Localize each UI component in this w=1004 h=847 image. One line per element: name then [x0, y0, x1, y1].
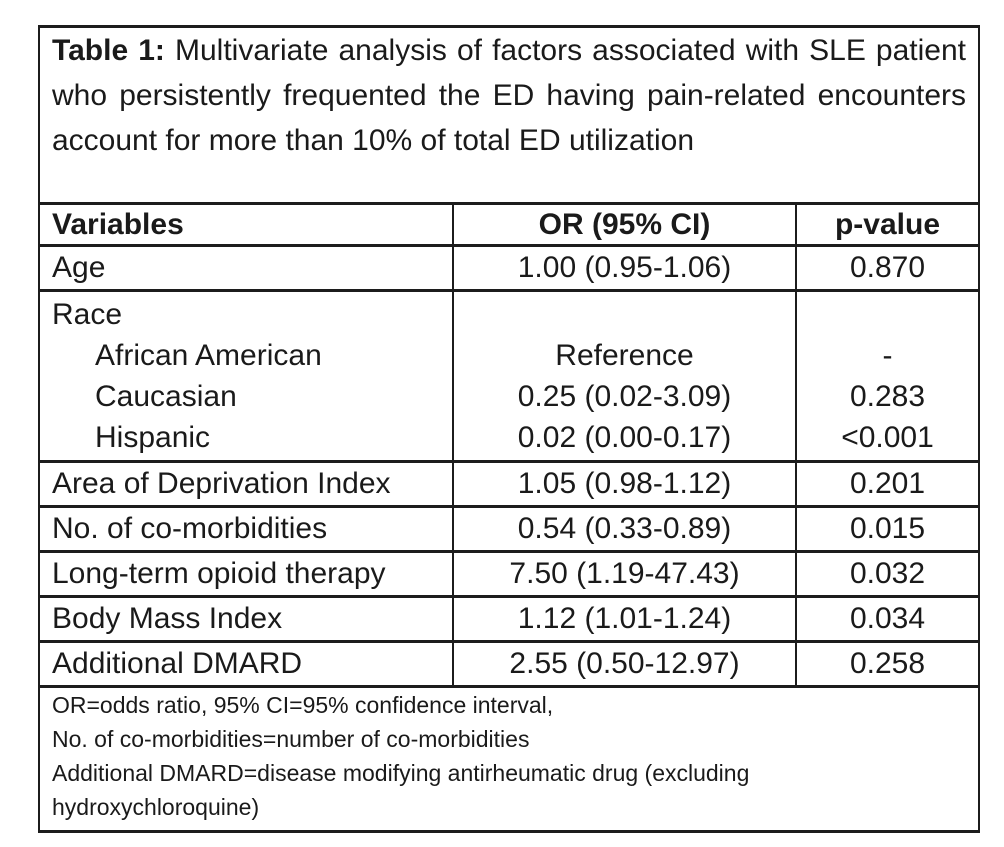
cell-or-ci: 1.12 (1.01-1.24): [452, 595, 797, 643]
table-row-opioid-therapy: Long-term opioid therapy 7.50 (1.19-47.4…: [38, 550, 981, 598]
multivariate-analysis-table: Table 1: Multivariate analysis of factor…: [37, 25, 981, 833]
table-row-bmi: Body Mass Index 1.12 (1.01-1.24) 0.034: [38, 595, 981, 643]
cell-variable: Long-term opioid therapy: [38, 550, 454, 598]
cell-or-ci: 2.55 (0.50-12.97): [452, 640, 797, 688]
table-title-text: Multivariate analysis of factors associa…: [52, 34, 967, 157]
table-title-label: Table 1:: [52, 34, 165, 67]
column-header-variables: Variables: [38, 202, 454, 247]
footnote-line: Additional DMARD=disease modifying antir…: [52, 760, 750, 820]
cell-p-value: 0.034: [794, 595, 981, 643]
table-header-row: Variables OR (95% CI) p-value: [38, 202, 981, 247]
race-p-value: 0.283: [849, 380, 926, 413]
race-p-value: <0.001: [841, 421, 934, 454]
cell-variable: No. of co-morbidities: [38, 505, 454, 553]
cell-p-value: 0.870: [794, 244, 981, 292]
column-header-or-ci: OR (95% CI): [452, 202, 797, 247]
table-row-dmard: Additional DMARD 2.55 (0.50-12.97) 0.258: [38, 640, 981, 688]
footnote-line: OR=odds ratio, 95% CI=95% confidence int…: [52, 692, 554, 718]
cell-p-value: 0.258: [794, 640, 981, 688]
cell-variable: Age: [38, 244, 454, 292]
column-header-p-value: p-value: [794, 202, 981, 247]
cell-or-ci: 1.00 (0.95-1.06): [452, 244, 797, 292]
cell-variable: Area of Deprivation Index: [38, 460, 454, 508]
cell-or-ci: Reference 0.25 (0.02-3.09) 0.02 (0.00-0.…: [452, 289, 797, 463]
cell-variable: Race African American Caucasian Hispanic: [38, 289, 454, 463]
cell-variable: Additional DMARD: [38, 640, 454, 688]
race-item-label: African American: [95, 339, 322, 372]
cell-p-value: 0.032: [794, 550, 981, 598]
cell-p-value: 0.015: [794, 505, 981, 553]
cell-or-ci: 0.54 (0.33-0.89): [452, 505, 797, 553]
cell-p-value: 0.201: [794, 460, 981, 508]
table-footnotes: OR=odds ratio, 95% CI=95% confidence int…: [37, 685, 981, 833]
table-title-row: Table 1: Multivariate analysis of factor…: [37, 25, 981, 205]
table-footnote-row: OR=odds ratio, 95% CI=95% confidence int…: [37, 685, 981, 833]
table-row-comorbidities: No. of co-morbidities 0.54 (0.33-0.89) 0…: [38, 505, 981, 553]
race-group-label: Race: [52, 298, 123, 331]
table-row-age: Age 1.00 (0.95-1.06) 0.870: [38, 244, 981, 292]
race-p-value: [809, 294, 966, 335]
table-container: Table 1: Multivariate analysis of factor…: [37, 25, 981, 833]
race-or-value: Reference: [555, 339, 694, 372]
cell-or-ci: 7.50 (1.19-47.43): [452, 550, 797, 598]
table-title: Table 1: Multivariate analysis of factor…: [37, 25, 981, 205]
table-row-adi: Area of Deprivation Index 1.05 (0.98-1.1…: [38, 460, 981, 508]
race-or-value: [466, 294, 783, 335]
race-or-value: 0.02 (0.00-0.17): [517, 421, 732, 454]
cell-p-value: - 0.283 <0.001: [794, 289, 981, 463]
race-item-label: Caucasian: [95, 380, 237, 413]
race-p-value: -: [882, 339, 893, 372]
footnote-line: No. of co-morbidities=number of co-morbi…: [52, 726, 530, 752]
race-or-value: 0.25 (0.02-3.09): [517, 380, 732, 413]
cell-or-ci: 1.05 (0.98-1.12): [452, 460, 797, 508]
table-row-race: Race African American Caucasian Hispanic…: [38, 289, 981, 463]
race-item-label: Hispanic: [95, 421, 211, 454]
cell-variable: Body Mass Index: [38, 595, 454, 643]
